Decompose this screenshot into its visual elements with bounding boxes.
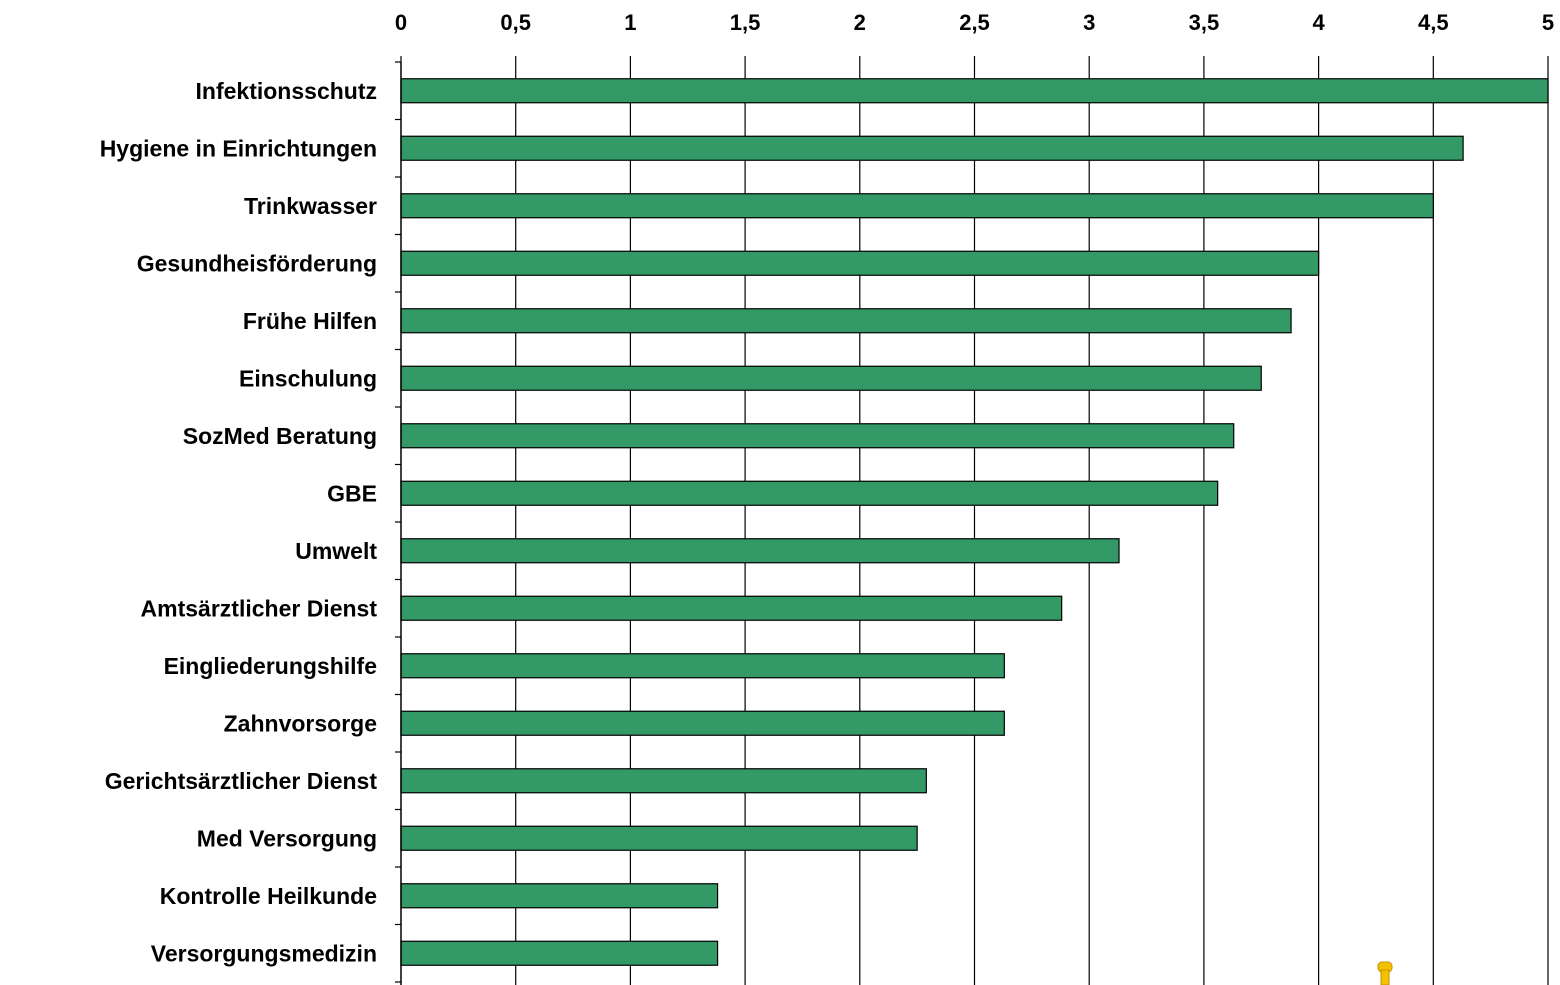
category-label: Trinkwasser: [244, 193, 377, 219]
x-tick-label: 5: [1542, 10, 1554, 35]
y-axis: [395, 61, 402, 985]
category-label: Umwelt: [295, 538, 377, 564]
category-label: Gerichtsärztlicher Dienst: [105, 768, 378, 794]
x-tick-label: 0,5: [500, 10, 531, 35]
category-label: SozMed Beratung: [183, 423, 377, 449]
bar: [400, 193, 1434, 219]
bar: [400, 423, 1235, 449]
category-label: Frühe Hilfen: [243, 308, 377, 334]
bars: [400, 78, 1549, 966]
x-tick-label: 1,5: [730, 10, 761, 35]
x-tick-label: 3: [1083, 10, 1095, 35]
category-label: Zahnvorsorge: [224, 710, 377, 736]
category-label: Kontrolle Heilkunde: [160, 883, 377, 909]
x-tick-label: 1: [624, 10, 636, 35]
x-tick-label: 3,5: [1189, 10, 1220, 35]
category-label: Med Versorgung: [197, 825, 377, 851]
category-label: Infektionsschutz: [196, 78, 377, 104]
bar: [400, 768, 927, 794]
category-label: Versorgungsmedizin: [151, 940, 377, 966]
category-label: GBE: [327, 480, 377, 506]
category-labels: Infektionsschutz Hygiene in Einrichtungen…: [100, 78, 378, 967]
category-label: Hygiene in Einrichtungen: [100, 135, 377, 161]
x-tick-label: 0: [395, 10, 407, 35]
bar: [400, 883, 719, 909]
bar: [400, 710, 1005, 736]
x-axis-tick-labels: 0 0,5 1 1,5 2 2,5 3 3,5 4 4,5 5: [395, 10, 1554, 35]
bar: [400, 135, 1464, 161]
bar: [400, 78, 1549, 104]
bar: [400, 250, 1320, 276]
x-tick-label: 2: [854, 10, 866, 35]
category-label: Amtsärztlicher Dienst: [141, 595, 378, 621]
bar: [400, 538, 1120, 564]
bar: [400, 595, 1063, 621]
x-tick-label: 4: [1312, 10, 1325, 35]
bar: [400, 308, 1292, 334]
category-label: Gesundheisförderung: [137, 250, 377, 276]
x-tick-label: 2,5: [959, 10, 990, 35]
bar: [400, 480, 1219, 506]
bar: [400, 653, 1005, 679]
bar: [400, 825, 918, 851]
marker-icon: [1377, 961, 1393, 985]
x-tick-label: 4,5: [1418, 10, 1449, 35]
bar: [400, 940, 719, 966]
bar: [400, 365, 1262, 391]
category-label: Eingliederungshilfe: [164, 653, 377, 679]
category-label: Einschulung: [239, 365, 377, 391]
